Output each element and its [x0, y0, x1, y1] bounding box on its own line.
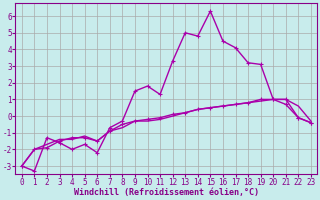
- X-axis label: Windchill (Refroidissement éolien,°C): Windchill (Refroidissement éolien,°C): [74, 188, 259, 197]
